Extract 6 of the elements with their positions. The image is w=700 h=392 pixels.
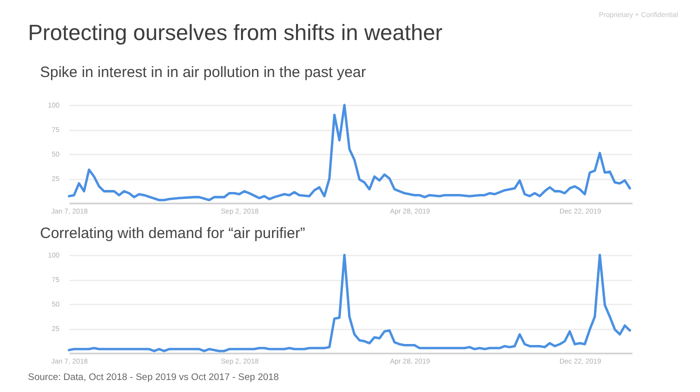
chart-subtitle: Spike in interest in in air pollution in the past year [40,64,366,81]
chart-title: Protecting ourselves from shifts in weather [28,20,443,46]
line-series [68,254,632,352]
chart-title: Correlating with demand for “air purifier” [40,225,306,242]
source-note: Source: Data, Oct 2018 - Sep 2019 vs Oct 2017 - Sep 2018 [28,372,279,383]
line-series [68,104,632,202]
